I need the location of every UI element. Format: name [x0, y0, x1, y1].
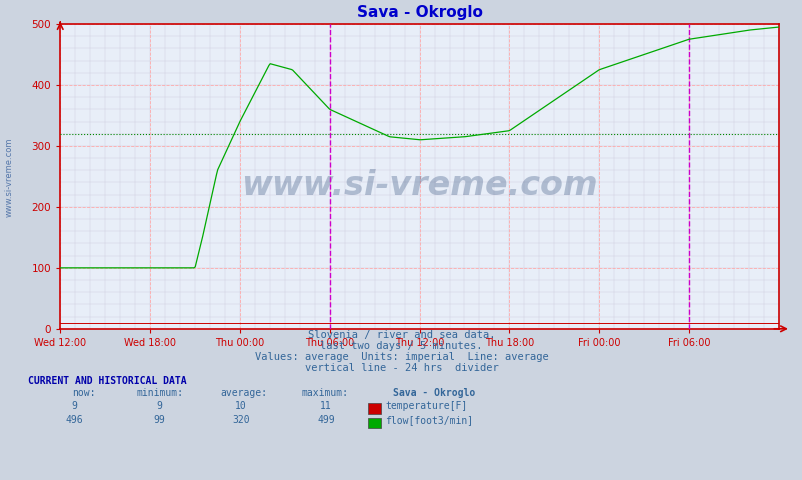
- Text: temperature[F]: temperature[F]: [385, 401, 467, 411]
- Text: Sava - Okroglo: Sava - Okroglo: [393, 388, 475, 398]
- Text: Slovenia / river and sea data.: Slovenia / river and sea data.: [307, 330, 495, 340]
- Text: last two days / 5 minutes.: last two days / 5 minutes.: [320, 341, 482, 351]
- Text: 99: 99: [153, 415, 164, 425]
- Text: 11: 11: [320, 401, 331, 411]
- Text: flow[foot3/min]: flow[foot3/min]: [385, 415, 473, 425]
- Text: 496: 496: [66, 415, 83, 425]
- Text: vertical line - 24 hrs  divider: vertical line - 24 hrs divider: [304, 362, 498, 372]
- Text: 10: 10: [235, 401, 246, 411]
- Text: www.si-vreme.com: www.si-vreme.com: [241, 169, 597, 202]
- Text: 9: 9: [71, 401, 78, 411]
- Text: maximum:: maximum:: [301, 388, 348, 398]
- Text: average:: average:: [221, 388, 268, 398]
- Text: CURRENT AND HISTORICAL DATA: CURRENT AND HISTORICAL DATA: [28, 376, 187, 386]
- Text: 320: 320: [232, 415, 249, 425]
- Text: now:: now:: [72, 388, 95, 398]
- Text: Values: average  Units: imperial  Line: average: Values: average Units: imperial Line: av…: [254, 352, 548, 362]
- Text: 499: 499: [317, 415, 334, 425]
- Title: Sava - Okroglo: Sava - Okroglo: [356, 5, 482, 20]
- Text: 9: 9: [156, 401, 162, 411]
- Text: minimum:: minimum:: [136, 388, 184, 398]
- Text: www.si-vreme.com: www.si-vreme.com: [5, 138, 14, 217]
